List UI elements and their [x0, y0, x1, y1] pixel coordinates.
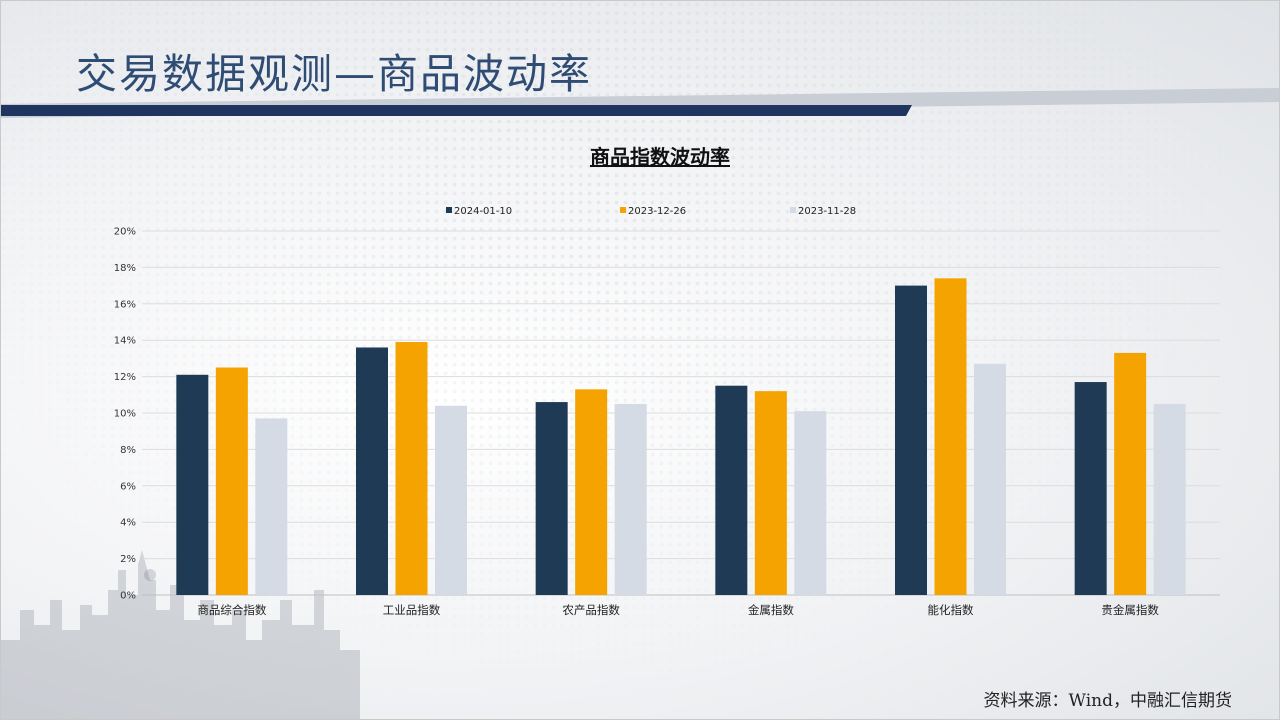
x-tick-label: 能化指数: [928, 603, 974, 617]
y-tick-label: 18%: [114, 263, 136, 274]
page-title: 交易数据观测—商品波动率: [76, 50, 592, 98]
x-tick-label: 金属指数: [748, 603, 794, 617]
bar: [535, 402, 568, 595]
bar: [715, 385, 748, 595]
x-tick-label: 贵金属指数: [1101, 603, 1159, 617]
bar: [435, 405, 467, 595]
bar: [1114, 352, 1147, 595]
y-tick-label: 16%: [114, 299, 136, 310]
x-tick-label: 农产品指数: [562, 603, 620, 617]
y-tick-label: 12%: [114, 372, 136, 383]
y-tick-label: 4%: [120, 518, 136, 529]
legend-label: 2024-01-10: [454, 206, 512, 217]
bar: [794, 411, 827, 595]
y-tick-label: 0%: [120, 591, 136, 602]
bar: [614, 403, 647, 595]
bar: [1153, 403, 1186, 595]
bar: [215, 367, 248, 595]
legend-label: 2023-12-26: [628, 206, 686, 217]
bar: [356, 347, 388, 595]
bar: [1074, 382, 1107, 595]
y-tick-label: 8%: [120, 445, 136, 456]
header-band: [0, 88, 1280, 118]
legend-label: 2023-11-28: [798, 206, 856, 217]
y-tick-label: 10%: [114, 409, 136, 420]
bar: [255, 418, 288, 595]
legend-swatch: [446, 207, 452, 213]
bar: [934, 278, 967, 595]
legend-swatch: [620, 207, 626, 213]
source-note: 资料来源：Wind，中融汇信期货: [983, 691, 1232, 711]
y-tick-label: 20%: [114, 227, 136, 238]
x-tick-label: 商品综合指数: [197, 603, 266, 617]
bar: [176, 374, 209, 595]
bar: [395, 342, 428, 595]
chart-title: 商品指数波动率: [590, 145, 730, 169]
y-tick-label: 2%: [120, 554, 136, 565]
bar: [754, 391, 787, 595]
bar: [895, 285, 927, 595]
bar: [974, 363, 1006, 595]
legend-swatch: [790, 207, 796, 213]
x-tick-label: 工业品指数: [383, 603, 441, 617]
y-tick-label: 14%: [114, 336, 136, 347]
bar: [575, 389, 608, 595]
y-tick-label: 6%: [120, 481, 136, 492]
